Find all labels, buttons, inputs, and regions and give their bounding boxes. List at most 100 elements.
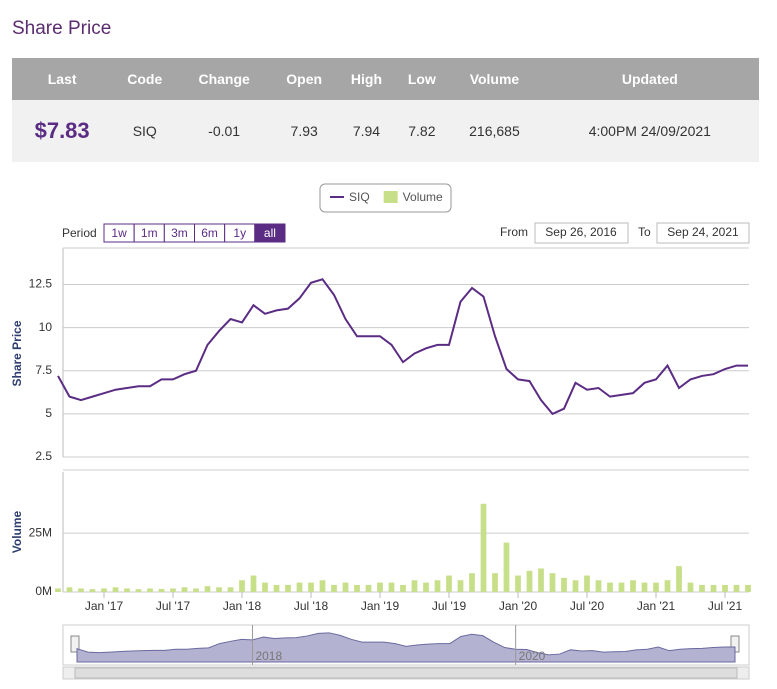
volume-bar (595, 580, 602, 592)
volume-bar (710, 584, 717, 592)
volume-bar (733, 584, 740, 592)
period-button-label[interactable]: 3m (171, 226, 188, 240)
volume-bar (135, 589, 142, 592)
volume-bar (664, 580, 671, 592)
period-button-label[interactable]: 1m (141, 226, 158, 240)
volume-bar (101, 588, 107, 592)
volume-bar (296, 582, 303, 592)
volume-bar (538, 568, 544, 592)
x-tick-label: Jul '21 (708, 599, 743, 613)
volume-bar (480, 503, 487, 592)
volume-bar (124, 588, 130, 592)
column-header: Low (395, 58, 449, 100)
x-tick-label: Jan '19 (361, 599, 400, 613)
x-tick-label: Jul '20 (570, 599, 605, 613)
volume-bar (423, 582, 429, 592)
volume-bar (641, 582, 648, 592)
volume-bar (584, 575, 590, 592)
from-box[interactable] (534, 222, 629, 244)
volume-bar (434, 580, 441, 592)
volume-bar (331, 584, 337, 592)
volume-bar (411, 580, 418, 592)
table-cell: $7.83 (12, 100, 113, 162)
volume-bar (515, 575, 521, 592)
page-title: Share Price (12, 18, 112, 39)
volume-bar (147, 588, 153, 592)
scrollbar-thumb[interactable] (74, 667, 738, 679)
period-button-label[interactable]: 1y (233, 226, 246, 240)
table-cell: 7.94 (337, 100, 396, 162)
volume-bar (699, 584, 705, 592)
legend-label: SIQ (349, 190, 370, 204)
volume-bar (722, 584, 728, 592)
navigator-area (76, 632, 736, 663)
y-tick-label: 2.5 (35, 449, 52, 463)
column-header: High (337, 58, 396, 100)
y-axis-label: Share Price (10, 320, 24, 386)
from-date[interactable]: Sep 26, 2016 (545, 225, 617, 239)
quote-table: Last Code Change Open High Low Volume Updated $7… (12, 58, 759, 162)
volume-bar (492, 573, 498, 592)
volume-bar (273, 584, 280, 592)
to-label: To (638, 225, 651, 239)
volume-bar (630, 580, 636, 592)
x-tick-label: Jan '18 (223, 599, 262, 613)
y-tick-label: 25M (29, 525, 52, 539)
volume-bar (457, 580, 464, 592)
y-tick-label: 12.5 (29, 277, 53, 291)
volume-bar (181, 587, 188, 592)
x-tick-label: Jan '20 (499, 599, 538, 613)
column-header: Updated (540, 58, 759, 100)
volume-bar (618, 582, 625, 592)
volume-bar (446, 575, 452, 592)
volume-bar (193, 588, 199, 592)
table-cell: 7.82 (395, 100, 449, 162)
table-cell: 216,685 (448, 100, 541, 162)
navigator-label: 2018 (255, 649, 282, 663)
volume-bar (607, 582, 613, 592)
volume-bar (745, 584, 751, 592)
volume-bar (66, 587, 73, 592)
volume-bar (112, 587, 119, 592)
volume-bar (653, 582, 659, 592)
volume-bar (55, 588, 61, 592)
period-button-label[interactable]: all (264, 226, 276, 240)
volume-bar (676, 566, 682, 592)
volume-bar (400, 584, 406, 592)
volume-bar (388, 582, 395, 592)
x-tick-label: Jul '19 (432, 599, 467, 613)
period-button-label[interactable]: 1w (111, 226, 127, 240)
volume-bar (687, 582, 694, 592)
volume-bar (503, 542, 510, 592)
volume-bar (204, 586, 211, 592)
to-box[interactable] (656, 222, 750, 244)
navigator-handle[interactable] (70, 635, 80, 653)
period-button-label[interactable]: 6m (201, 226, 218, 240)
column-header: Volume (448, 58, 541, 100)
x-tick-label: Jan '21 (637, 599, 676, 613)
volume-bar (377, 582, 383, 592)
legend-label: Volume (403, 190, 443, 204)
volume-bar (216, 587, 222, 592)
volume-bar (89, 589, 96, 592)
column-header: Code (112, 58, 178, 100)
from-label: From (500, 225, 528, 239)
to-date[interactable]: Sep 24, 2021 (667, 225, 739, 239)
volume-bar (239, 580, 245, 592)
table-cell: 4:00PM 24/09/2021 (540, 100, 759, 162)
y-tick-label: 7.5 (35, 363, 52, 377)
table-cell: SIQ (112, 100, 178, 162)
period-button[interactable] (254, 223, 286, 243)
volume-bar (158, 588, 165, 592)
x-tick-label: Jan '17 (85, 599, 124, 613)
volume-bar (526, 570, 533, 592)
volume-bar (469, 573, 475, 592)
y-tick-label: 0M (35, 584, 52, 598)
volume-bar (250, 575, 257, 592)
column-header: Last (12, 58, 113, 100)
period-label: Period (62, 226, 97, 240)
y-tick-label: 10 (39, 320, 53, 334)
price-line (57, 278, 748, 416)
